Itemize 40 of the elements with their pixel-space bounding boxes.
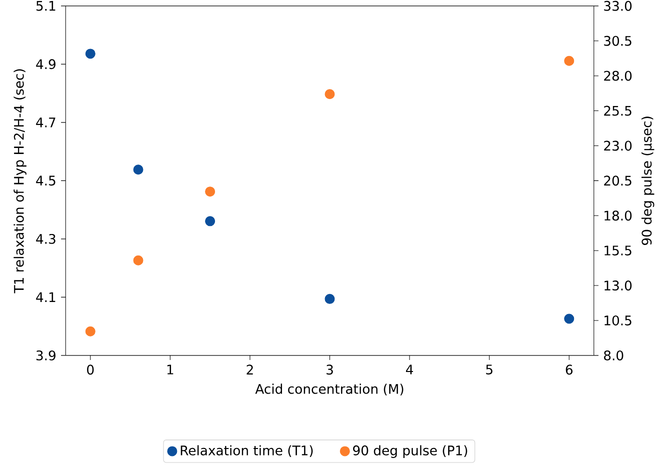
legend-label: Relaxation time (T1)	[180, 445, 313, 457]
point	[85, 326, 96, 336]
x-tick-label: 0	[87, 364, 94, 375]
x-axis-title: Acid concentration (M)	[255, 384, 404, 396]
legend-label: 90 deg pulse (P1)	[353, 445, 468, 458]
y-tick-label: 4.1	[36, 292, 56, 302]
y2-tick-label: 23.0	[604, 140, 632, 151]
point	[324, 294, 335, 304]
y2-tick-label: 13.0	[604, 280, 632, 291]
x-tick-label: 3	[326, 364, 333, 375]
x-tick-label: 6	[566, 364, 573, 375]
point	[205, 186, 216, 197]
y-tick-label: 4.9	[36, 59, 56, 70]
point	[564, 56, 574, 66]
point	[133, 255, 144, 266]
y2-tick-label: 30.5	[604, 36, 632, 46]
point	[85, 48, 96, 59]
y2-tick-label: 15.5	[604, 246, 632, 256]
point	[324, 89, 335, 100]
y2-tick-label: 28.0	[604, 70, 632, 81]
y2-tick-label: 33.0	[604, 0, 632, 11]
x-tick-label: 5	[486, 364, 492, 374]
y-tick-label: 5.1	[36, 1, 56, 11]
y2-axis-title: 90 deg pulse (µsec)	[641, 116, 654, 245]
x-tick-label: 4	[406, 364, 413, 374]
point	[564, 314, 574, 324]
y2-tick-label: 8.0	[604, 350, 624, 360]
x-tick-label: 2	[246, 364, 253, 374]
y-axis-title: T1 relaxation of Hyp H-2/H-4 (sec)	[14, 69, 26, 294]
y2-tick-label: 18.0	[604, 210, 632, 221]
y2-tick-label: 20.5	[604, 176, 632, 186]
y2-tick-label: 10.5	[604, 315, 632, 326]
x-tick-label: 1	[167, 364, 174, 374]
y-tick-label: 4.5	[36, 176, 56, 186]
y-tick-label: 4.7	[36, 118, 56, 128]
y2-tick-label: 25.5	[604, 106, 632, 116]
point	[205, 216, 216, 226]
y-tick-label: 4.3	[36, 234, 56, 244]
point	[133, 164, 144, 175]
y-tick-label: 3.9	[36, 350, 56, 360]
